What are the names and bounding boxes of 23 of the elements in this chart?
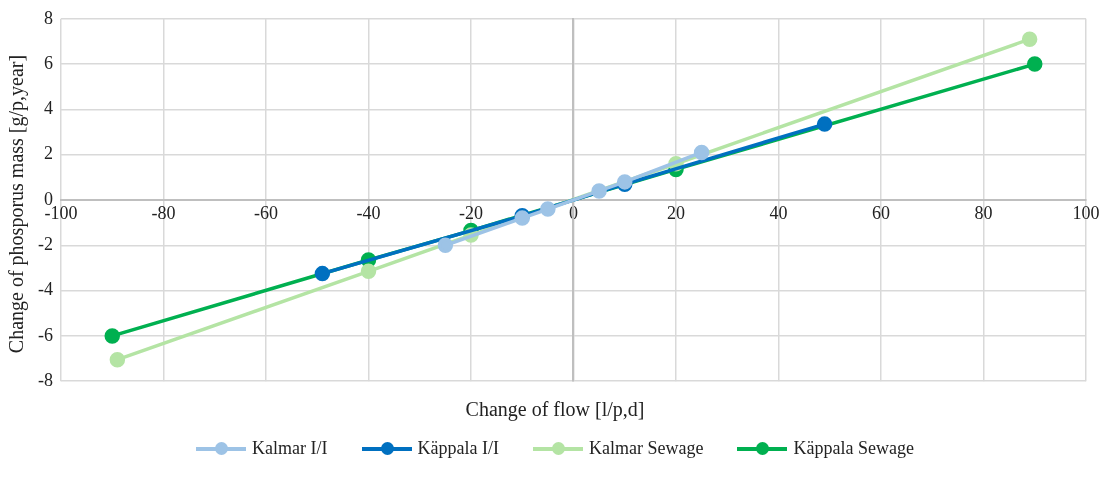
x-tick-label: 80 [974, 202, 993, 223]
y-tick-label: -4 [37, 279, 53, 300]
y-axis-title: Change of phosporus mass [g/p,year] [4, 54, 28, 354]
y-tick-label: 6 [43, 52, 53, 73]
legend-label: Kalmar I/I [252, 438, 328, 459]
x-tick-label: -20 [459, 202, 483, 223]
y-tick-label: -2 [37, 234, 53, 255]
legend-label: Käppala Sewage [793, 438, 914, 459]
y-tick-label: -6 [37, 324, 53, 345]
x-tick-label: 40 [769, 202, 788, 223]
x-tick-label: -60 [254, 202, 278, 223]
y-tick-label: 4 [43, 98, 53, 119]
x-tick-label: -40 [356, 202, 381, 223]
x-axis-title: Change of flow [l/p,d] [464, 398, 646, 421]
legend-label: Käppala I/I [417, 438, 500, 459]
x-tick-label: -80 [151, 202, 176, 223]
x-tick-label: 100 [1072, 202, 1100, 223]
y-tick-label: 8 [43, 7, 53, 28]
x-tick-label: 60 [872, 202, 890, 223]
y-tick-label: -8 [37, 369, 53, 390]
x-tick-label: 20 [667, 202, 685, 223]
y-tick-label: 2 [43, 143, 53, 164]
legend-label: Kalmar Sewage [589, 438, 704, 459]
